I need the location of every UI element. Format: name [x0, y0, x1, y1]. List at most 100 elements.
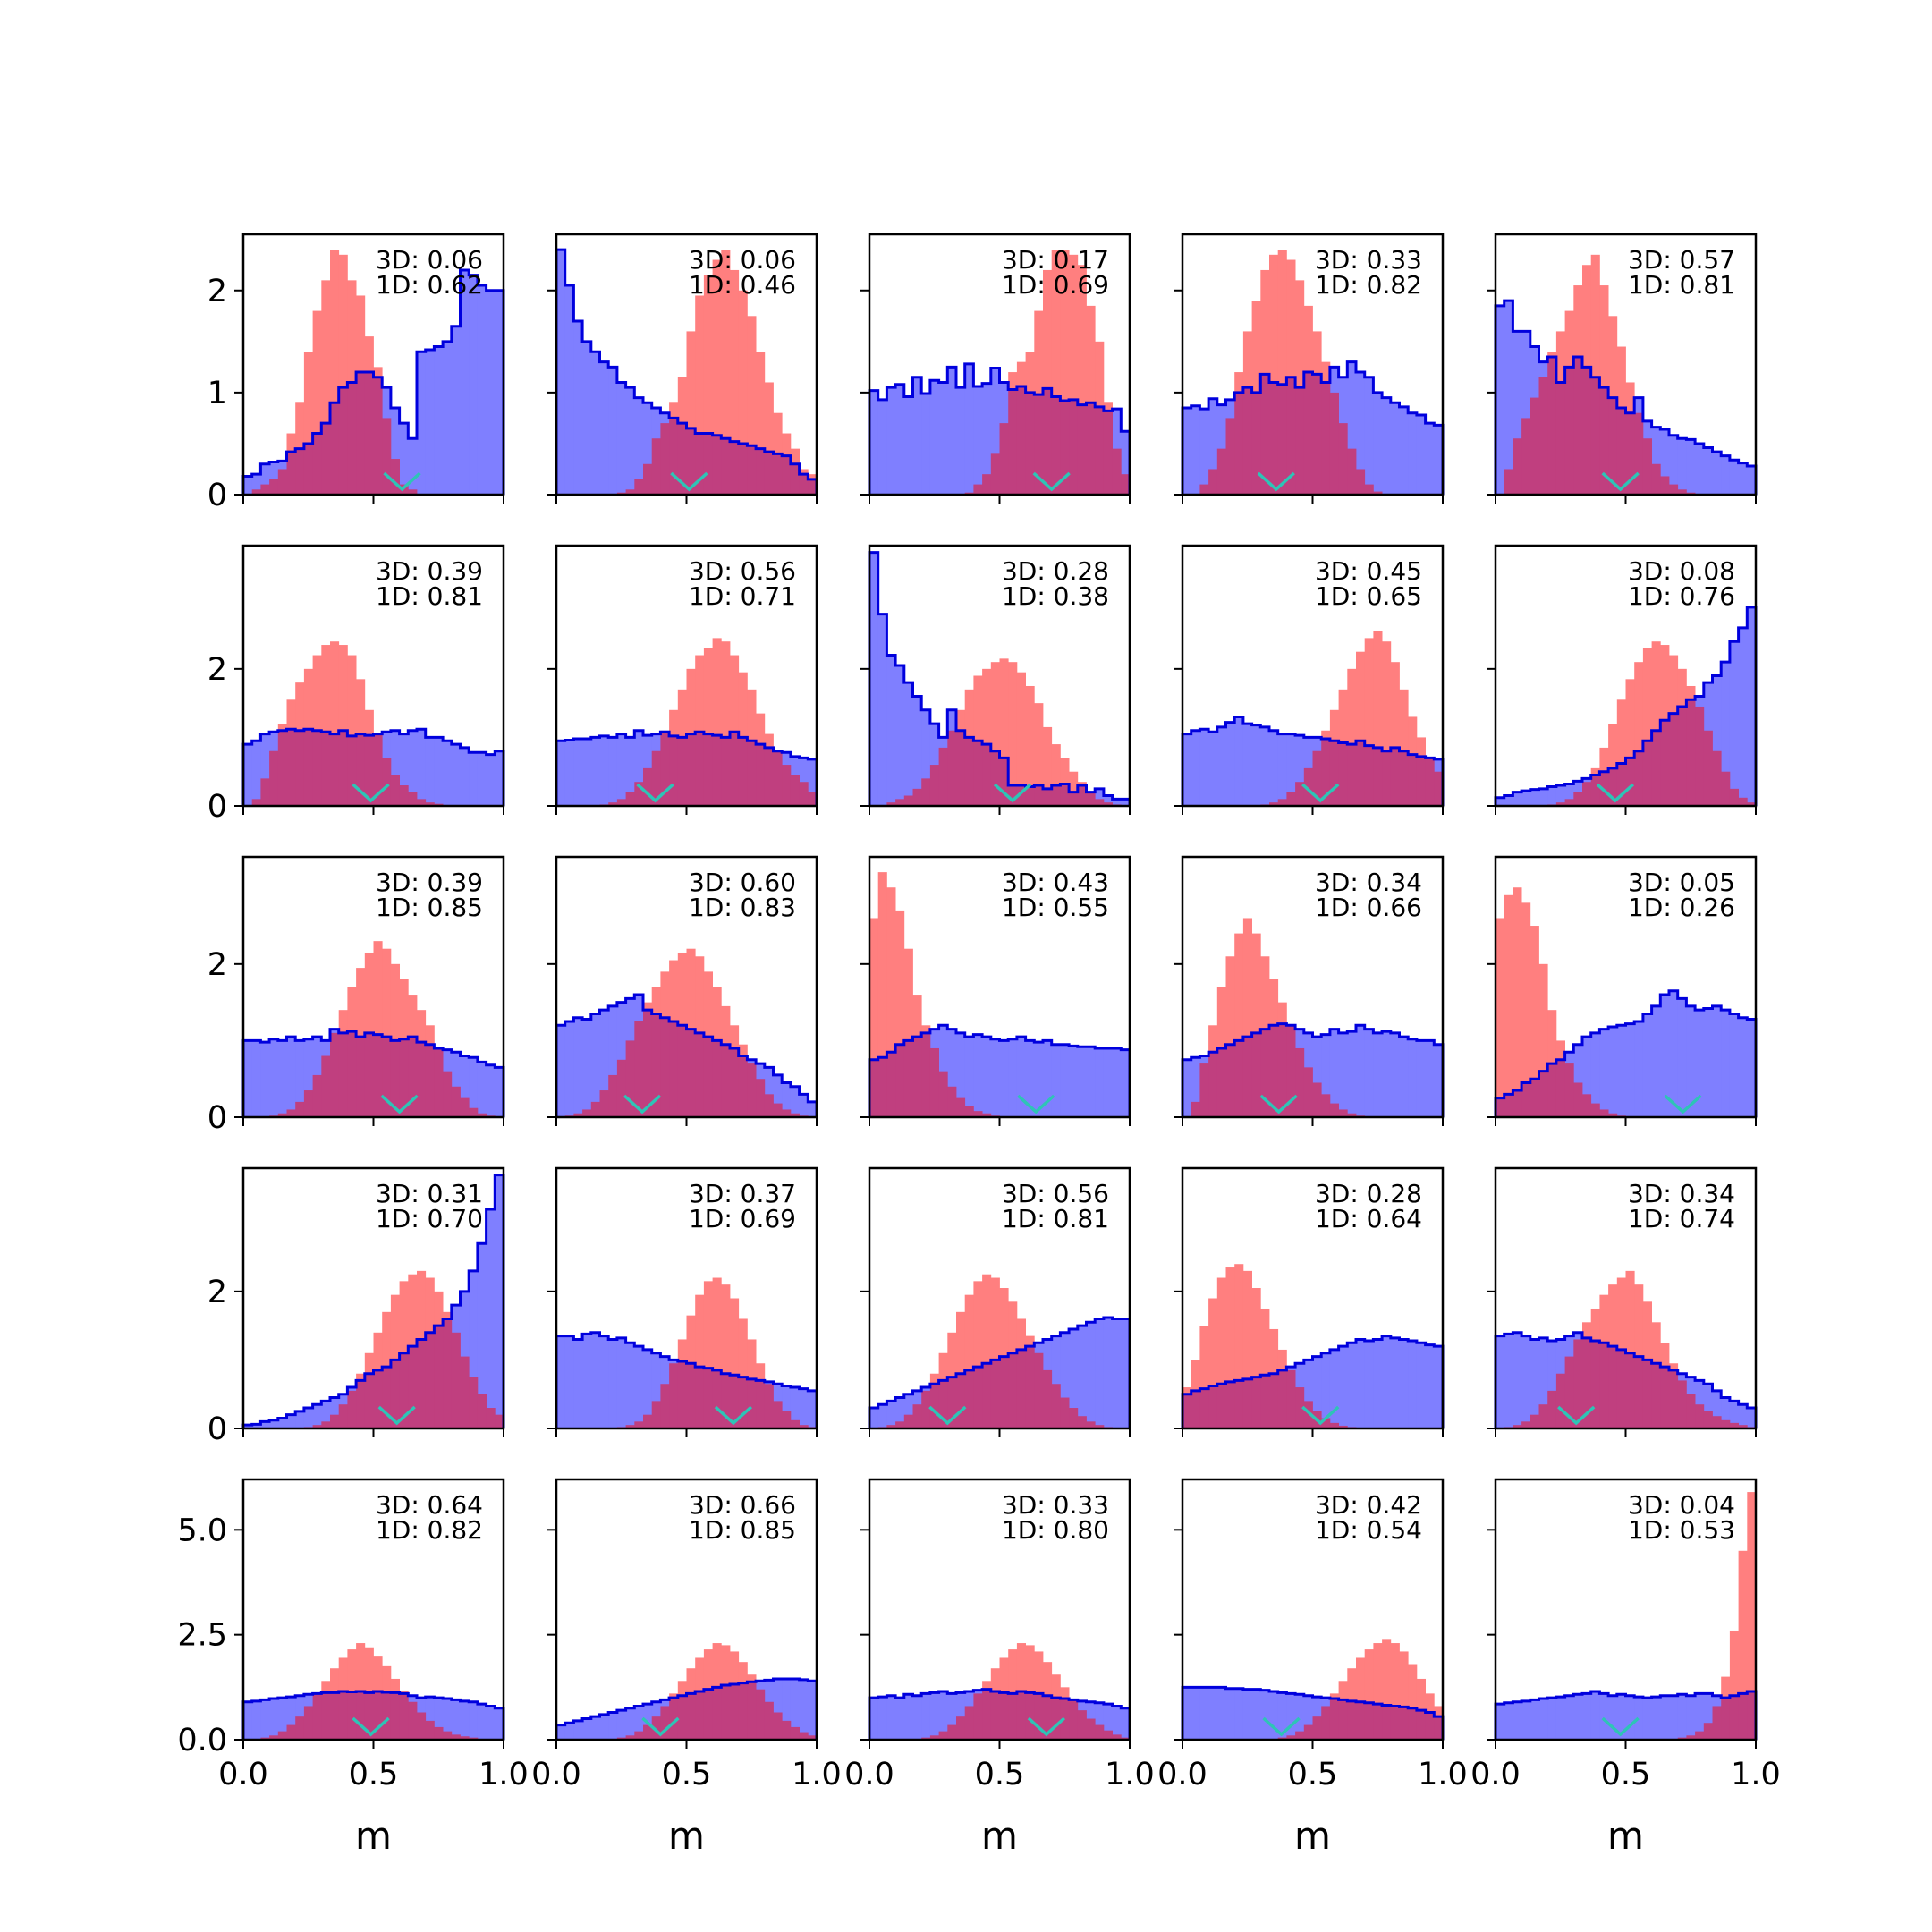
- overlap-bar: [303, 729, 313, 806]
- red-bar: [712, 1277, 722, 1370]
- overlap-bar: [425, 802, 435, 806]
- blue-bar: [1086, 1046, 1096, 1117]
- blue-bar: [1382, 397, 1392, 495]
- blue-bar: [1399, 1339, 1409, 1428]
- blue-bar: [251, 1424, 261, 1428]
- blue-bar: [1303, 1360, 1313, 1428]
- overlap-bar: [1608, 1346, 1618, 1428]
- red-bar: [1399, 689, 1409, 751]
- overlap-bar: [1086, 792, 1096, 806]
- blue-bar: [808, 1390, 818, 1428]
- true-value-marker: [636, 783, 674, 803]
- overlap-bar: [1642, 1360, 1652, 1428]
- blue-bar: [556, 1025, 566, 1117]
- overlap-bar: [964, 737, 974, 806]
- blue-step-line: [555, 248, 818, 495]
- blue-bar: [1269, 730, 1279, 806]
- overlap-bar: [1034, 785, 1044, 806]
- red-bar: [1216, 1277, 1226, 1385]
- annotation-1d: 1D: 0.65: [1315, 581, 1422, 611]
- overlap-bar: [938, 1071, 948, 1117]
- overlap-bar: [1642, 741, 1652, 806]
- red-bar: [730, 1651, 740, 1685]
- blue-bar: [1077, 1046, 1087, 1117]
- overlap-bar: [1616, 763, 1626, 806]
- annotation-3d: 3D: 0.05: [1628, 868, 1735, 897]
- blue-bar: [1408, 412, 1418, 495]
- overlap-bar: [1312, 374, 1322, 495]
- overlap-bar: [756, 744, 766, 806]
- overlap-bar: [1677, 489, 1687, 495]
- overlap-bar: [695, 1367, 705, 1428]
- overlap-bar: [399, 785, 409, 806]
- overlap-bar: [1513, 1425, 1522, 1428]
- red-bar: [425, 1277, 435, 1333]
- annotation-1d: 1D: 0.82: [1315, 270, 1422, 300]
- blue-bar: [1295, 1694, 1305, 1740]
- blue-bar: [1651, 427, 1661, 495]
- red-bar: [1242, 331, 1252, 388]
- blue-bar: [634, 1706, 644, 1740]
- blue-bar: [1286, 1693, 1296, 1740]
- overlap-bar: [1590, 1340, 1600, 1428]
- overlap-bar: [1599, 1343, 1609, 1428]
- true-value-marker: [670, 471, 708, 492]
- blue-bar: [1182, 1687, 1192, 1740]
- overlap-bar: [295, 1716, 305, 1740]
- overlap-bar: [1251, 392, 1261, 495]
- blue-bar: [243, 476, 253, 495]
- blue-bar: [1095, 1318, 1105, 1428]
- blue-step-line: [242, 268, 505, 495]
- overlap-bar: [1547, 1390, 1557, 1428]
- blue-bar: [312, 1404, 322, 1428]
- red-bar: [747, 1674, 757, 1682]
- overlap-bar: [730, 441, 740, 495]
- red-bar: [1051, 250, 1061, 397]
- blue-bar: [417, 352, 427, 495]
- overlap-bar: [1321, 738, 1331, 806]
- overlap-bar: [364, 372, 374, 495]
- blue-bar: [1121, 799, 1131, 806]
- overlap-bar: [1260, 374, 1270, 495]
- blue-step-line: [868, 1316, 1131, 1428]
- blue-bar: [251, 1700, 261, 1740]
- overlap-bar: [330, 1032, 340, 1117]
- blue-bar: [912, 696, 922, 806]
- annotation-1d: 1D: 0.85: [689, 1515, 796, 1545]
- overlap-bar: [417, 1712, 427, 1740]
- red-bar: [1295, 280, 1305, 388]
- blue-bar: [495, 1174, 504, 1428]
- overlap-bar: [1043, 1369, 1053, 1428]
- blue-bar: [590, 352, 600, 495]
- overlap-bar: [808, 1735, 818, 1740]
- overlap-bar: [269, 479, 279, 495]
- overlap-bar: [1686, 699, 1696, 806]
- annotation-1d: 1D: 0.83: [689, 893, 796, 922]
- red-bar: [738, 1662, 748, 1683]
- overlap-bar: [390, 1360, 400, 1428]
- overlap-bar: [1356, 469, 1366, 495]
- overlap-bar: [356, 372, 366, 495]
- blue-bar: [1373, 392, 1383, 495]
- blue-step-line: [555, 1677, 818, 1740]
- blue-bar: [877, 399, 887, 495]
- red-bar: [373, 1332, 383, 1370]
- red-bar: [1043, 726, 1053, 789]
- blue-bar: [869, 552, 879, 806]
- red-bar: [1077, 265, 1087, 405]
- blue-bar: [1703, 1693, 1713, 1740]
- overlap-bar: [1513, 438, 1522, 495]
- overlap-bar: [1251, 1032, 1261, 1117]
- overlap-bar: [669, 418, 679, 495]
- overlap-bar: [1738, 1425, 1748, 1428]
- y-tick-label: 1: [208, 376, 227, 411]
- overlap-bar: [451, 1086, 461, 1117]
- blue-bar: [390, 408, 400, 495]
- red-bar: [730, 269, 740, 442]
- overlap-bar: [747, 1682, 757, 1740]
- overlap-bar: [1225, 1381, 1235, 1428]
